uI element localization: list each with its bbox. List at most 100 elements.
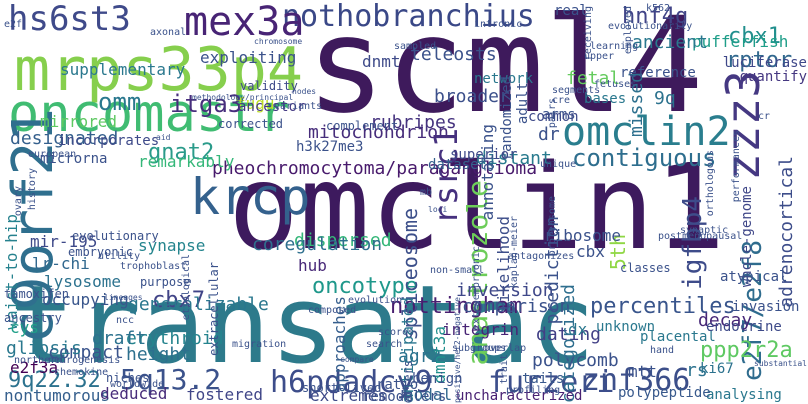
cloud-word: cbx1 (728, 24, 781, 49)
cloud-word: superior (450, 147, 518, 163)
cloud-word: common (528, 109, 579, 125)
cloud-word: fetal (566, 68, 621, 89)
cloud-word: performances (731, 130, 742, 203)
cloud-word: migration (232, 339, 287, 350)
cloud-word: embryonic (68, 245, 134, 259)
cloud-word: luciferase (722, 55, 807, 71)
cloud-word: cr (758, 111, 771, 122)
cloud-word: randomized (499, 76, 515, 161)
cloud-word: k562 (646, 3, 671, 14)
cloud-word: cbx7 (152, 288, 205, 313)
cloud-word: coregulation (252, 234, 383, 255)
cloud-word: unique (540, 159, 577, 170)
cloud-word: znf366 (582, 363, 691, 398)
cloud-word: sampled (394, 41, 437, 52)
cloud-word: arms (542, 107, 576, 123)
cloud-word: quantify (739, 69, 807, 85)
cloud-word: percentiles (590, 294, 736, 319)
cloud-word: antagonizes (508, 251, 575, 262)
cloud-word: learning (590, 41, 639, 52)
cloud-word: cbx (576, 242, 605, 261)
cloud-word: overlap (484, 343, 527, 354)
cloud-word: network (474, 71, 534, 87)
cloud-word: dx (568, 320, 588, 339)
cloud-word: oncomastr (8, 84, 290, 144)
cloud-word: decay (698, 310, 753, 331)
cloud-word: nottingham (390, 294, 523, 319)
cloud-word: oncotype (312, 274, 418, 299)
cloud-word: history (27, 168, 38, 211)
cloud-word: nodes (292, 87, 317, 96)
cloud-word: teleosts (410, 44, 497, 65)
cloud-word: ancient (632, 32, 708, 53)
cloud-word: atypical (720, 269, 788, 285)
cloud-word: aid (156, 133, 171, 142)
cloud-word: dr (538, 124, 560, 145)
cloud-word: evolutionary (72, 229, 159, 243)
cloud-word: worldwide (110, 379, 165, 390)
cloud-word: lr-chi (32, 254, 90, 273)
cloud-word: broader (434, 86, 510, 107)
cloud-word: dnmt (362, 52, 401, 71)
cloud-word: evolution (348, 295, 403, 306)
cloud-word: tails (522, 371, 565, 387)
cloud-word: generalizable (128, 294, 269, 315)
cloud-word: lysosome (44, 272, 122, 291)
cloud-word: ancestry (4, 311, 62, 325)
cloud-word: cre (552, 95, 571, 106)
cloud-word: mb (420, 187, 433, 198)
cloud-word: nodal (404, 385, 453, 404)
cloud-word: gliosis (6, 338, 82, 359)
cloud-word: distant (476, 148, 552, 169)
cloud-word: scores (378, 327, 415, 338)
cloud-word: remodelers (362, 389, 447, 404)
cloud-word: ncc (116, 315, 135, 326)
cloud-word: loci (428, 205, 448, 214)
cloud-word: ovary (13, 186, 24, 217)
cloud-word: classes (620, 261, 671, 275)
cloud-word: benign (412, 371, 463, 387)
cloud-word: chromosome (254, 37, 303, 46)
cloud-word: chemokine (54, 367, 109, 378)
cloud-word: hs6st3 (8, 0, 131, 39)
cloud-word: polycomb (532, 350, 619, 371)
cloud-word: pheochromocytoma/paraganglioma (212, 158, 538, 179)
cloud-word: fostered (186, 385, 264, 404)
cloud-word: adult (515, 82, 531, 125)
cloud-word: postmenopausal (658, 231, 743, 242)
cloud-word: hub (298, 256, 327, 275)
cloud-word: integrin (442, 320, 520, 339)
cloud-word: validity (240, 79, 298, 93)
cloud-word: complement (326, 119, 399, 133)
cloud-word: subgroups (452, 343, 507, 354)
cloud-word: omclin2 (562, 109, 731, 155)
cloud-word: compare (340, 355, 374, 364)
cloud-word: datasets (428, 157, 496, 173)
cloud-word: neurogenesis (48, 355, 121, 366)
cloud-word: fugu (236, 94, 275, 113)
cloud-word: axonal (150, 27, 187, 38)
cloud-word: 5q13.2 (120, 363, 222, 396)
cloud-word: mir-195 (30, 232, 98, 251)
cloud-word: unknown (596, 319, 656, 335)
cloud-word: hnf4g (622, 4, 689, 29)
cloud-word: extremes (310, 386, 388, 404)
cloud-word: h6pdadcy9 (270, 365, 433, 400)
cloud-word: rptor (726, 48, 793, 73)
cloud-word: mrps33p4 (14, 35, 303, 105)
cloud-word: real (554, 3, 588, 19)
cloud-word: mirrored (40, 112, 118, 131)
cloud-word: 9q (654, 88, 676, 109)
cloud-word: analysing (706, 387, 782, 403)
cloud-word: composed (308, 305, 357, 316)
cloud-word: scml4 (306, 0, 704, 143)
cloud-word: non-small (430, 265, 485, 276)
cloud-word: compact (48, 342, 124, 363)
cloud-word: european (28, 149, 77, 160)
cloud-word: purpose (140, 275, 191, 289)
cloud-word: transatac (10, 263, 596, 388)
cloud-word: polypeptide (618, 385, 711, 401)
cloud-word: extracellular (207, 262, 221, 356)
cloud-word: itga3 (170, 90, 243, 118)
cloud-word: trophoblast (120, 261, 187, 272)
